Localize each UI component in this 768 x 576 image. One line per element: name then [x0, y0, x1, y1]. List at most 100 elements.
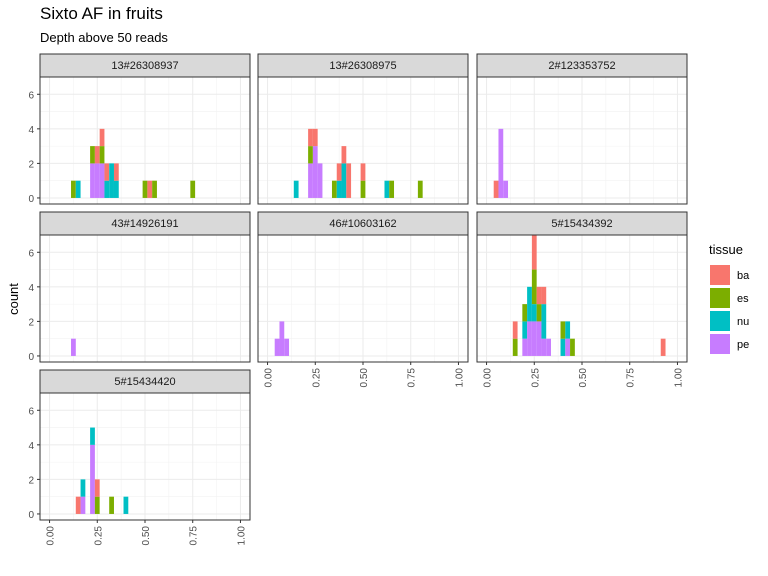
x-tick-label: 0.50 [359, 368, 370, 388]
bar-segment-nu [336, 180, 342, 198]
y-tick-label: 4 [28, 125, 34, 136]
bar-segment-ba [341, 146, 347, 164]
legend-label: ba [737, 270, 750, 282]
bar-segment-pe [274, 338, 280, 356]
x-tick-label: 1.00 [236, 526, 247, 546]
bar-segment-nu [341, 163, 347, 198]
bar-segment-es [360, 180, 366, 198]
legend-title: tissue [709, 242, 743, 257]
facet-label: 13#26308937 [111, 60, 178, 72]
bar-segment-pe [279, 321, 285, 356]
facet-label: 43#14926191 [111, 218, 178, 230]
facet-label: 5#15434420 [114, 376, 175, 388]
legend-key-es [710, 288, 730, 308]
chart-title: Sixto AF in fruits [40, 4, 163, 23]
bar-segment-pe [498, 128, 504, 198]
bar-segment-es [109, 496, 114, 514]
x-tick-label: 0.25 [93, 526, 104, 546]
x-tick-label: 0.50 [141, 526, 152, 546]
bar-segment-pe [503, 180, 509, 198]
bar-segment-es [560, 321, 566, 339]
bar-segment-es [570, 338, 575, 356]
facet-panel: 5#15434392 0.00 0.25 0.50 0.75 1.00 [476, 211, 688, 388]
bar-segment-ba [94, 146, 100, 164]
legend-label: nu [737, 316, 749, 328]
facet-panel: 13#26308975 [257, 53, 469, 205]
bar-segment-pe [536, 321, 542, 356]
bar-segment-ba [536, 286, 542, 305]
y-tick-label: 4 [28, 441, 34, 452]
x-tick-label: 0.75 [189, 526, 200, 546]
panel-border [39, 234, 251, 363]
bar-segment-es [331, 180, 337, 198]
bar-segment-es [308, 146, 313, 164]
bar-segment-pe [90, 163, 95, 198]
x-tick-label: 0.00 [46, 526, 57, 546]
bar-segment-pe [317, 163, 323, 198]
bar-segment-pe [90, 444, 95, 514]
bar-segment-ba [660, 338, 666, 356]
bar-segment-ba [512, 321, 518, 339]
y-tick-label: 4 [28, 283, 34, 294]
x-tick-label: 0.75 [407, 368, 418, 388]
bar-segment-es [90, 146, 95, 164]
x-tick-label: 0.25 [311, 368, 322, 388]
y-tick-label: 6 [28, 90, 34, 101]
bar-segment-pe [308, 163, 313, 198]
facet-panel: 2#123353752 [476, 53, 688, 205]
chart-subtitle: Depth above 50 reads [40, 30, 168, 45]
bar-segment-nu [90, 427, 95, 445]
bar-segment-ba [360, 163, 366, 181]
y-tick-label: 0 [28, 510, 34, 521]
bar-segment-ba [113, 163, 119, 181]
bar-segment-pe [565, 338, 571, 356]
bar-segment-nu [123, 496, 129, 514]
bar-segment-nu [109, 163, 114, 198]
facet-panel: 13#26308937 0 2 4 6 [28, 53, 251, 205]
bar-segment-es [71, 180, 76, 198]
legend-key-ba [710, 265, 730, 285]
bar-segment-pe [99, 163, 105, 198]
facet-panel: 5#15434420 0 2 4 6 0.00 0.25 0.50 0.75 1.00 [28, 369, 251, 546]
legend-label: pe [737, 339, 749, 351]
bar-segment-ba [75, 496, 81, 514]
bar-segment-pe [541, 338, 547, 356]
x-tick-label: 1.00 [454, 368, 465, 388]
bar-segment-es [522, 304, 528, 322]
bar-segment-pe [546, 338, 551, 356]
bar-segment-es [417, 180, 423, 198]
bar-segment-es [190, 180, 196, 198]
bar-segment-ba [312, 128, 318, 147]
bar-segment-es [531, 269, 537, 305]
bar-segment-pe [71, 338, 76, 356]
y-tick-label: 6 [28, 406, 34, 417]
bar-segment-es [94, 496, 100, 514]
facet-panel: 46#10603162 0.00 0.25 0.50 0.75 1.00 [257, 211, 469, 388]
bar-segment-ba [147, 180, 153, 198]
y-tick-label: 2 [28, 317, 34, 328]
bar-segment-pe [94, 163, 100, 198]
panel-border [476, 76, 688, 205]
bar-segment-ba [94, 479, 100, 497]
legend-key-nu [710, 311, 730, 331]
bar-segment-nu [75, 180, 81, 198]
y-tick-label: 2 [28, 159, 34, 170]
bar-segment-es [512, 338, 518, 356]
bar-segment-pe [522, 338, 528, 356]
legend-label: es [737, 293, 749, 305]
bar-segment-ba [346, 163, 352, 198]
bar-segment-nu [541, 304, 547, 339]
bar-segment-nu [527, 286, 532, 322]
bar-segment-ba [336, 163, 342, 181]
bar-segment-nu [560, 338, 566, 356]
bar-segment-nu [80, 479, 86, 497]
x-tick-label: 1.00 [673, 368, 684, 388]
bar-segment-pe [284, 338, 290, 356]
y-tick-label: 6 [28, 248, 34, 259]
bar-segment-ba [531, 235, 537, 270]
facet-panel: 43#14926191 0 2 4 6 [28, 211, 251, 363]
bar-segment-nu [531, 304, 537, 322]
bar-segment-ba [104, 163, 110, 181]
bar-segment-nu [113, 180, 119, 198]
